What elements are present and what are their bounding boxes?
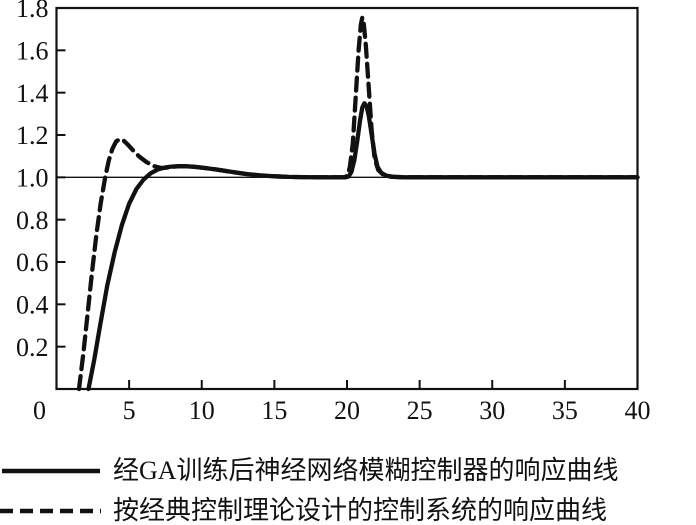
x-tick-label: 10	[189, 396, 215, 425]
x-tick-label: 35	[552, 396, 578, 425]
x-tick-label: 30	[479, 396, 505, 425]
y-tick-label: 1.2	[16, 121, 49, 150]
series-solid-curve	[86, 101, 640, 392]
legend-label-dashed: 按经典控制理论设计的控制系统的响应曲线	[113, 496, 608, 525]
dashed-line-sample	[0, 508, 101, 514]
y-tick-label: 1.6	[16, 36, 49, 65]
x-tick-label: 0	[33, 396, 46, 425]
x-tick-label: 40	[625, 396, 651, 425]
legend-item-solid: 经GA训练后神经网络模糊控制器的响应曲线	[0, 453, 619, 489]
series-dashed-curve	[76, 15, 640, 392]
x-tick-label: 5	[123, 396, 136, 425]
legend-label-solid: 经GA训练后神经网络模糊控制器的响应曲线	[113, 456, 619, 485]
x-tick-label: 20	[334, 396, 360, 425]
y-tick-label: 1.0	[16, 163, 49, 192]
x-tick-label: 15	[261, 396, 287, 425]
solid-line-sample	[2, 468, 100, 474]
chart-plot: 0.2 0.4 0.6 0.8 1.0 1.2 1.4 1.6 1.8 0 5 10 15 20 25 30 3…	[16, 0, 651, 425]
y-tick-label: 0.8	[16, 206, 49, 235]
y-tick-label: 0.6	[16, 248, 49, 277]
plot-border	[55, 6, 639, 391]
y-tick-label: 0.2	[16, 333, 49, 362]
y-tick-label: 1.4	[16, 79, 49, 108]
legend-item-dashed: 按经典控制理论设计的控制系统的响应曲线	[0, 493, 607, 525]
y-tick-label: 0.4	[16, 290, 49, 319]
y-tick-label: 1.8	[16, 0, 49, 23]
x-tick-label: 25	[407, 396, 433, 425]
